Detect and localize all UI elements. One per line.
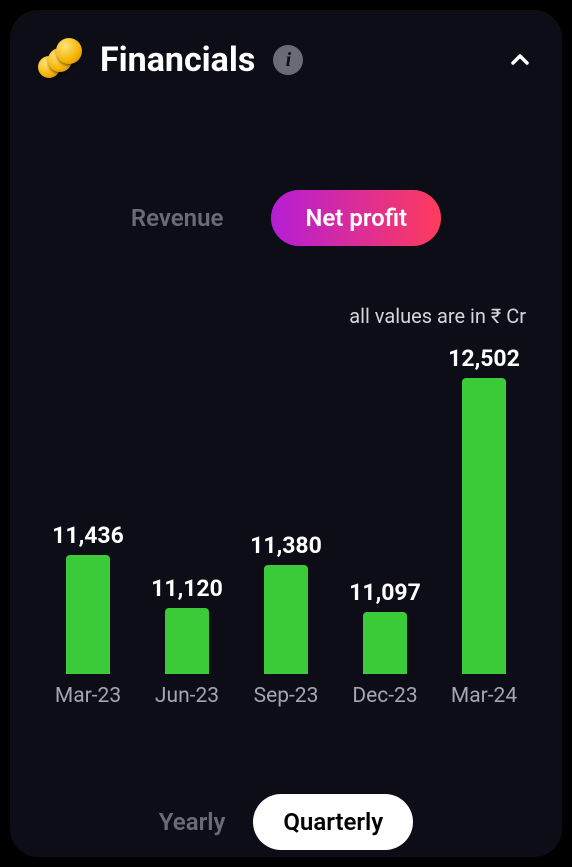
bar-value-label: 11,097 (349, 579, 421, 606)
bar (66, 555, 110, 674)
financials-card: Financials i Revenue Net profit all value… (10, 10, 562, 857)
bar-x-label: Mar-23 (55, 684, 121, 708)
bar (264, 565, 308, 674)
bar-column: 11,097 Dec-23 (341, 579, 429, 708)
bar (462, 378, 506, 674)
period-tab-quarterly[interactable]: Quarterly (253, 794, 413, 850)
period-tab-yearly[interactable]: Yearly (159, 808, 226, 836)
info-icon[interactable]: i (273, 45, 303, 75)
bar-chart: 11,436 Mar-23 11,120 Jun-23 11,380 Sep-23 11,0… (38, 356, 534, 708)
bar-x-label: Dec-23 (352, 684, 417, 708)
collapse-chevron-up-icon[interactable] (506, 46, 534, 74)
card-title: Financials (100, 40, 255, 80)
bar-column: 11,380 Sep-23 (242, 532, 330, 708)
bar-value-label: 11,436 (52, 522, 124, 549)
bar-column: 11,436 Mar-23 (44, 522, 132, 708)
bar (363, 612, 407, 674)
card-header: Financials i (38, 38, 534, 82)
period-tabs: Yearly Quarterly (38, 794, 534, 850)
bar-value-label: 11,120 (151, 575, 223, 602)
bar-x-label: Mar-24 (451, 684, 517, 708)
bar-value-label: 12,502 (448, 345, 520, 372)
bar (165, 608, 209, 674)
metric-tab-revenue[interactable]: Revenue (131, 204, 224, 232)
bar-column: 12,502 Mar-24 (440, 345, 528, 708)
bar-value-label: 11,380 (250, 532, 322, 559)
bar-x-label: Sep-23 (254, 684, 319, 708)
bar-column: 11,120 Jun-23 (143, 575, 231, 708)
metric-tabs: Revenue Net profit (38, 190, 534, 246)
coins-icon (38, 38, 82, 82)
values-unit-caption: all values are in ₹ Cr (38, 304, 534, 328)
metric-tab-net-profit[interactable]: Net profit (271, 190, 441, 246)
bar-x-label: Jun-23 (155, 684, 219, 708)
